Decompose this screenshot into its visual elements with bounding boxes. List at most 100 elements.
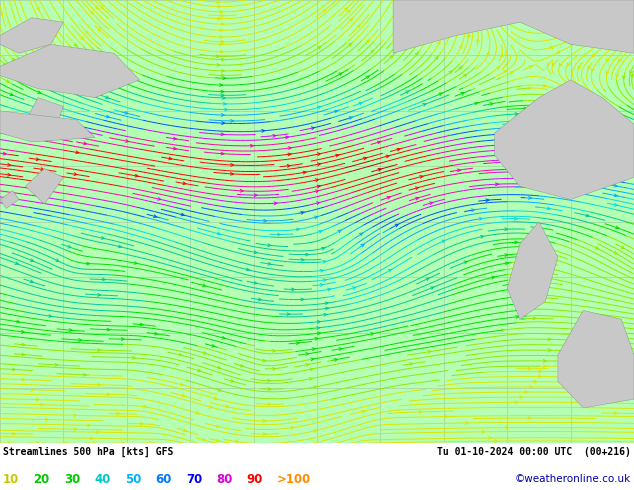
FancyArrowPatch shape (28, 35, 30, 38)
FancyArrowPatch shape (303, 171, 306, 174)
FancyArrowPatch shape (420, 175, 423, 178)
FancyArrowPatch shape (30, 48, 32, 50)
FancyArrowPatch shape (68, 52, 70, 55)
FancyArrowPatch shape (22, 330, 24, 333)
FancyArrowPatch shape (181, 383, 184, 386)
FancyArrowPatch shape (30, 280, 33, 283)
FancyArrowPatch shape (90, 11, 93, 14)
FancyArrowPatch shape (517, 302, 519, 305)
FancyArrowPatch shape (10, 93, 13, 96)
FancyArrowPatch shape (268, 263, 271, 265)
FancyArrowPatch shape (218, 389, 221, 392)
FancyArrowPatch shape (8, 164, 11, 166)
FancyArrowPatch shape (515, 241, 517, 244)
FancyArrowPatch shape (316, 179, 318, 181)
FancyArrowPatch shape (263, 419, 266, 422)
FancyArrowPatch shape (22, 378, 25, 381)
FancyArrowPatch shape (69, 329, 72, 331)
FancyArrowPatch shape (486, 199, 489, 202)
FancyArrowPatch shape (517, 143, 520, 146)
FancyArrowPatch shape (457, 169, 460, 171)
FancyArrowPatch shape (577, 28, 580, 30)
FancyArrowPatch shape (316, 327, 320, 329)
FancyArrowPatch shape (543, 365, 546, 368)
FancyArrowPatch shape (309, 377, 313, 380)
FancyArrowPatch shape (76, 151, 79, 154)
FancyArrowPatch shape (472, 209, 474, 212)
FancyArrowPatch shape (150, 441, 153, 444)
FancyArrowPatch shape (224, 108, 228, 111)
FancyArrowPatch shape (489, 437, 491, 440)
FancyArrowPatch shape (296, 342, 299, 344)
FancyArrowPatch shape (22, 353, 25, 356)
FancyArrowPatch shape (95, 6, 98, 9)
FancyArrowPatch shape (423, 103, 426, 106)
FancyArrowPatch shape (371, 333, 374, 335)
FancyArrowPatch shape (505, 228, 508, 231)
FancyArrowPatch shape (132, 356, 135, 359)
FancyArrowPatch shape (183, 182, 186, 185)
FancyArrowPatch shape (65, 442, 68, 444)
FancyArrowPatch shape (515, 161, 517, 164)
FancyArrowPatch shape (54, 33, 56, 36)
FancyArrowPatch shape (616, 74, 618, 77)
FancyArrowPatch shape (106, 96, 108, 98)
FancyArrowPatch shape (495, 440, 497, 442)
FancyArrowPatch shape (217, 232, 220, 235)
FancyArrowPatch shape (490, 102, 493, 105)
FancyArrowPatch shape (221, 14, 224, 17)
FancyArrowPatch shape (516, 316, 519, 318)
FancyArrowPatch shape (533, 317, 536, 320)
FancyArrowPatch shape (221, 58, 224, 61)
FancyArrowPatch shape (318, 163, 321, 166)
FancyArrowPatch shape (121, 338, 124, 341)
FancyArrowPatch shape (595, 246, 598, 249)
FancyArrowPatch shape (357, 25, 360, 28)
FancyArrowPatch shape (415, 197, 418, 200)
FancyArrowPatch shape (306, 364, 309, 366)
FancyArrowPatch shape (311, 358, 314, 361)
FancyArrowPatch shape (592, 54, 595, 57)
FancyArrowPatch shape (387, 196, 390, 199)
FancyArrowPatch shape (429, 350, 431, 353)
FancyArrowPatch shape (268, 388, 271, 391)
FancyArrowPatch shape (465, 421, 468, 424)
FancyArrowPatch shape (101, 237, 104, 239)
FancyArrowPatch shape (68, 245, 71, 248)
FancyArrowPatch shape (103, 278, 105, 281)
FancyArrowPatch shape (219, 84, 223, 86)
FancyArrowPatch shape (621, 246, 624, 248)
Polygon shape (393, 0, 634, 53)
FancyArrowPatch shape (571, 177, 574, 180)
FancyArrowPatch shape (318, 47, 321, 49)
FancyArrowPatch shape (226, 405, 229, 408)
FancyArrowPatch shape (616, 226, 619, 229)
FancyArrowPatch shape (515, 113, 518, 115)
FancyArrowPatch shape (366, 40, 370, 43)
FancyArrowPatch shape (223, 102, 226, 105)
FancyArrowPatch shape (198, 369, 201, 372)
FancyArrowPatch shape (107, 328, 110, 331)
FancyArrowPatch shape (263, 433, 266, 436)
FancyArrowPatch shape (317, 185, 320, 188)
FancyArrowPatch shape (93, 442, 96, 444)
FancyArrowPatch shape (306, 353, 309, 355)
FancyArrowPatch shape (496, 183, 498, 186)
Text: 50: 50 (125, 473, 141, 486)
FancyArrowPatch shape (183, 429, 186, 432)
FancyArrowPatch shape (458, 67, 462, 70)
FancyArrowPatch shape (315, 338, 318, 340)
FancyArrowPatch shape (216, 55, 219, 58)
FancyArrowPatch shape (181, 213, 184, 216)
FancyArrowPatch shape (410, 363, 413, 366)
FancyArrowPatch shape (390, 55, 393, 58)
FancyArrowPatch shape (501, 329, 505, 332)
FancyArrowPatch shape (386, 155, 389, 158)
FancyArrowPatch shape (463, 74, 467, 77)
FancyArrowPatch shape (273, 368, 276, 370)
FancyArrowPatch shape (606, 58, 609, 62)
FancyArrowPatch shape (325, 307, 328, 310)
FancyArrowPatch shape (362, 410, 365, 413)
FancyArrowPatch shape (549, 252, 552, 255)
FancyArrowPatch shape (262, 129, 264, 132)
